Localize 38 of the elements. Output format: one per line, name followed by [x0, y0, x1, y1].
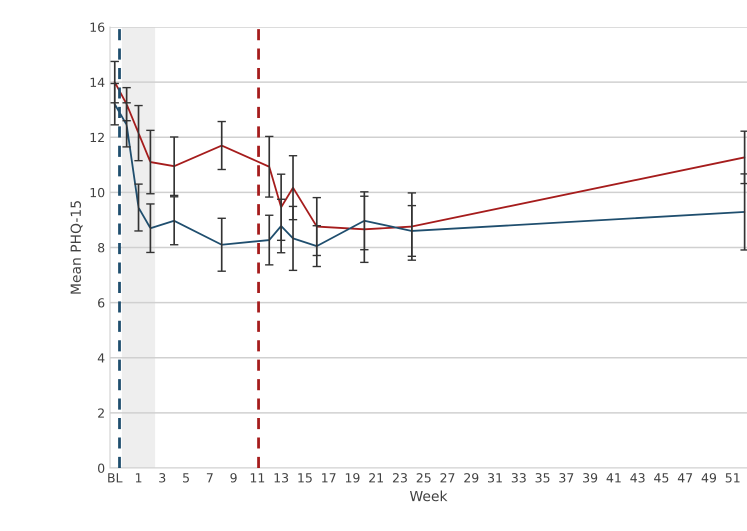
y-axis-title: Mean PHQ-15	[70, 201, 83, 294]
x-tick-label: 25	[416, 473, 431, 483]
x-tick-label: 23	[392, 473, 407, 483]
y-tick-label: 2	[98, 408, 104, 418]
x-tick-label: 29	[464, 473, 478, 483]
x-tick-label: 49	[702, 473, 716, 483]
x-tick-label: 27	[440, 473, 454, 482]
x-tick-label: 31	[488, 473, 502, 483]
y-tick-label: 8	[98, 242, 104, 252]
x-tick-label: 21	[369, 473, 384, 482]
x-tick-label: 15	[298, 473, 312, 483]
y-tick-label: 0	[98, 463, 104, 473]
x-tick-label: 19	[346, 473, 360, 483]
x-tick-label: 11	[250, 473, 264, 482]
x-axis-title: Week	[410, 490, 448, 502]
x-tick-label: 7	[206, 473, 213, 482]
x-tick-label: 13	[274, 473, 288, 483]
x-tick-label: BL	[108, 473, 122, 482]
y-tick-label: 10	[90, 188, 104, 198]
y-tick-label: 14	[90, 78, 104, 87]
x-tick-label: 1	[136, 473, 142, 482]
y-tick-label: 12	[90, 132, 104, 142]
x-tick-label: 45	[654, 473, 668, 483]
y-tick-label: 16	[90, 22, 104, 32]
x-tick-label: 9	[230, 473, 237, 483]
x-tick-label: 47	[678, 473, 692, 482]
x-tick-label: 41	[606, 473, 621, 482]
x-tick-label: 37	[559, 473, 574, 483]
x-tick-label: 35	[536, 473, 550, 483]
y-tick-label: 4	[98, 353, 104, 362]
x-tick-label: 17	[322, 473, 336, 482]
x-tick-label: 39	[583, 473, 598, 483]
x-tick-label: 51	[726, 473, 740, 483]
x-tick-label: 33	[512, 473, 526, 483]
x-tick-label: 43	[630, 473, 645, 483]
x-tick-label: 3	[159, 473, 166, 483]
y-tick-label: 6	[98, 298, 104, 308]
x-tick-label: 5	[183, 473, 189, 483]
